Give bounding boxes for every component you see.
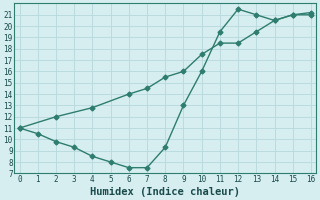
X-axis label: Humidex (Indice chaleur): Humidex (Indice chaleur) [90,186,240,197]
